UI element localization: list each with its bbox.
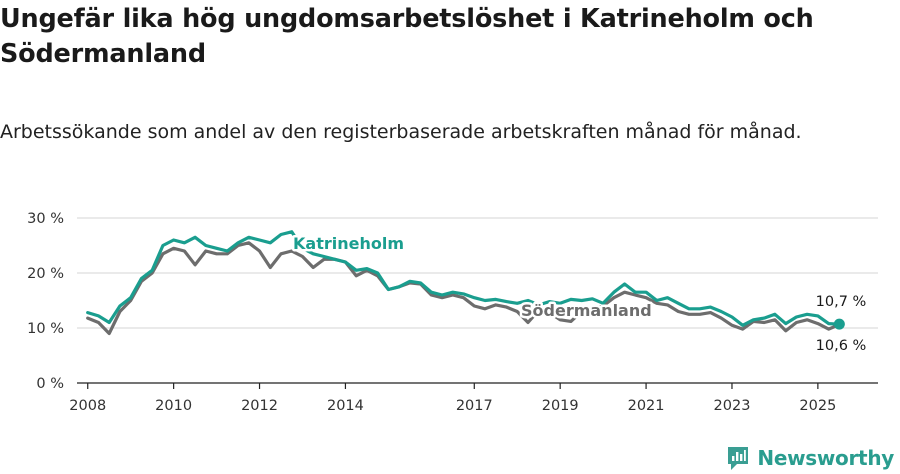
x-tick-label: 2014	[327, 398, 364, 414]
x-tick-label: 2012	[241, 398, 278, 414]
series-lines	[86, 230, 845, 336]
series-labels: KatrineholmKatrineholmSödermanlandSöderm…	[291, 232, 867, 355]
series-line-katrineholm	[86, 230, 841, 327]
series-label-sodermanland-halo: Södermanland	[521, 301, 652, 320]
x-axis: 2008 2010 2012 2014 2017 2019 2021 2023 2025	[69, 382, 878, 414]
line-chart: 0 % 10 % 20 % 30 % 2008 2010 2012 2014 2017 2019…	[27, 211, 878, 414]
series-label-sodermanland: Södermanland	[521, 301, 652, 320]
brand-name: Newsworthy	[757, 446, 894, 470]
y-tick-label: 10 %	[27, 321, 64, 337]
x-tick-label: 2025	[799, 398, 836, 414]
x-tick-label: 2023	[714, 398, 751, 414]
chart-subtitle: Arbetssökande som andel av den registerb…	[0, 121, 802, 143]
series-line-södermanland	[86, 241, 841, 336]
end-label-katrineholm: 10,7 %	[816, 294, 867, 310]
newsworthy-logo-icon	[728, 447, 749, 470]
y-tick-label: 20 %	[27, 266, 64, 282]
series-label-katrineholm: Katrineholm	[293, 234, 404, 253]
katrineholm-end-point	[833, 318, 845, 330]
y-axis-ticks: 0 % 10 % 20 % 30 %	[27, 211, 64, 392]
brand[interactable]: Newsworthy	[726, 445, 894, 471]
x-tick-label: 2019	[542, 398, 579, 414]
x-tick-label: 2021	[628, 398, 665, 414]
grid-lines	[77, 217, 878, 329]
series-label-katrineholm-halo: Katrineholm	[293, 234, 404, 253]
x-tick-label: 2010	[155, 398, 192, 414]
y-tick-label: 30 %	[27, 211, 64, 227]
x-tick-label: 2017	[456, 398, 493, 414]
end-label-sodermanland: 10,6 %	[816, 338, 867, 354]
x-tick-label: 2008	[69, 398, 106, 414]
y-tick-label: 0 %	[36, 376, 64, 392]
page-title: Ungefär lika hög ungdomsarbetslöshet i K…	[0, 4, 814, 69]
